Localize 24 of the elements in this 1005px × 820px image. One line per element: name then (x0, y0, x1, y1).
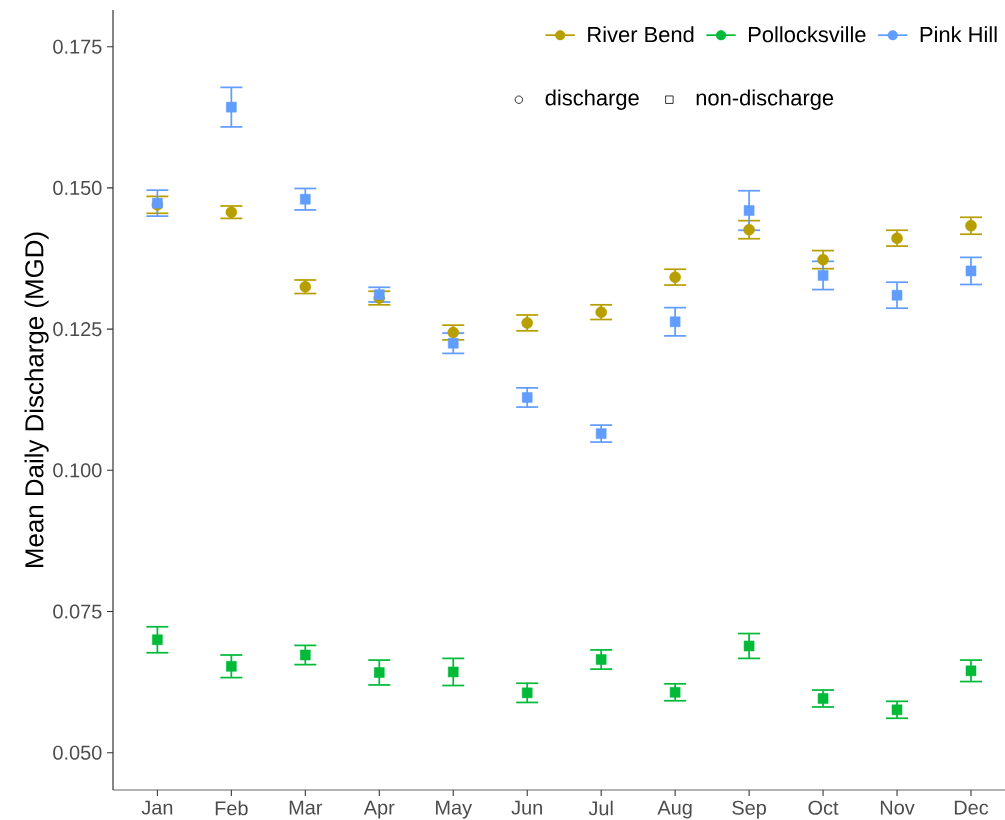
y-tick-label: 0.125 (53, 322, 102, 337)
y-tick-label: 0.075 (53, 604, 102, 619)
y-tick-label: 0.100 (53, 463, 102, 478)
x-tick-label: Jul (588, 800, 613, 816)
legend-label: Pollocksville (748, 26, 866, 43)
x-tick-label: Jan (141, 800, 173, 815)
y-axis-title: Mean Daily Discharge (MGD) (24, 232, 49, 567)
x-tick-label: Jun (511, 800, 542, 815)
legend-label: Pink Hill (920, 26, 997, 43)
y-tick-label: 0.150 (53, 180, 102, 195)
x-tick-label: May (436, 800, 473, 819)
x-tick-label: Apr (363, 800, 395, 819)
x-tick-label: Aug (657, 800, 692, 819)
x-tick-label: Nov (880, 800, 915, 815)
x-tick-label: Dec (954, 800, 989, 815)
annotation: discharge (545, 89, 639, 110)
x-tick-label: Oct (808, 800, 839, 815)
annotation: non-discharge (696, 89, 834, 110)
x-tick-label: Feb (215, 800, 248, 816)
x-tick-label: Sep (732, 800, 766, 819)
x-tick-label: Mar (289, 800, 323, 815)
y-tick-label: 0.050 (53, 745, 102, 760)
y-tick-label: 0.175 (53, 39, 102, 54)
legend-label: River Bend (588, 26, 694, 43)
